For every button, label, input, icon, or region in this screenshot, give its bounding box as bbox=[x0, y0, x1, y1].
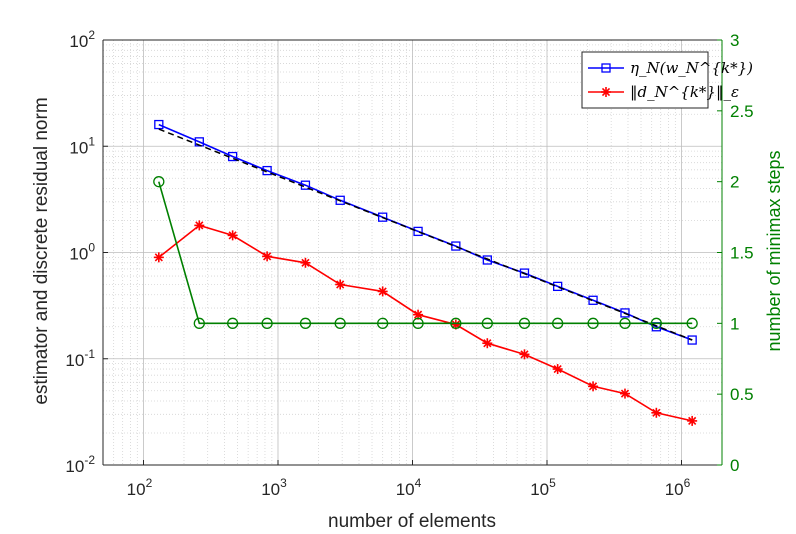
x-axis-label: number of elements bbox=[328, 511, 496, 532]
data-point bbox=[651, 407, 662, 418]
x-tick-base: 10 bbox=[530, 480, 549, 499]
data-point bbox=[378, 212, 388, 222]
data-point bbox=[687, 415, 698, 426]
x-tick-label: 104 bbox=[396, 476, 422, 499]
y-tick-base: 10 bbox=[69, 138, 88, 157]
data-point bbox=[153, 252, 164, 263]
x-tick-base: 10 bbox=[396, 480, 415, 499]
y-tick-base: 10 bbox=[65, 351, 84, 370]
y-axis-left-label: estimator and discrete residual norm bbox=[31, 97, 52, 404]
data-point bbox=[619, 388, 630, 399]
x-tick-label: 106 bbox=[665, 476, 691, 499]
data-point bbox=[300, 257, 311, 268]
y-right-tick-label: 0 bbox=[730, 456, 739, 475]
data-point bbox=[481, 317, 493, 329]
tick-labels: 102 103 104 105 10610-210-110010110200.511.5… bbox=[65, 28, 753, 499]
data-point bbox=[650, 317, 662, 329]
y-left-tick-label: 10-2 bbox=[65, 453, 95, 476]
y-right-tick-label: 2.5 bbox=[730, 102, 754, 121]
series-line-3 bbox=[158, 181, 693, 325]
data-point bbox=[261, 317, 273, 329]
legend-box bbox=[581, 51, 709, 109]
y-left-tick-label: 10-1 bbox=[65, 347, 95, 370]
data-point bbox=[262, 251, 273, 262]
x-tick-exponent: 6 bbox=[684, 476, 691, 490]
major-grid bbox=[103, 40, 722, 465]
y-right-tick-label: 0.5 bbox=[730, 385, 754, 404]
y-tick-base: 10 bbox=[65, 457, 84, 476]
data-point bbox=[518, 317, 531, 329]
data-point bbox=[412, 317, 424, 329]
data-point bbox=[588, 295, 598, 305]
y-left-tick-label: 101 bbox=[69, 134, 95, 157]
data-point bbox=[451, 241, 461, 251]
y-left-tick-label: 102 bbox=[69, 28, 95, 51]
series-layer bbox=[153, 119, 698, 426]
legend: η_N(w_N^{k*}) ‖d_N^{k*}‖_ε bbox=[581, 51, 753, 109]
y-axis-right-label: number of minimax steps bbox=[764, 150, 784, 351]
x-tick-base: 10 bbox=[261, 480, 280, 499]
data-point bbox=[334, 317, 346, 329]
data-point bbox=[620, 308, 630, 318]
x-tick-exponent: 4 bbox=[415, 476, 422, 490]
y-tick-base: 10 bbox=[69, 245, 88, 264]
data-point bbox=[450, 317, 462, 329]
data-point bbox=[194, 220, 205, 231]
legend-label-0: η_N(w_N^{k*}) bbox=[630, 59, 753, 77]
x-tick-exponent: 5 bbox=[549, 476, 556, 490]
y-right-tick-label: 3 bbox=[730, 31, 739, 50]
legend-marker-asterisk bbox=[601, 87, 611, 97]
data-point bbox=[227, 230, 238, 241]
data-point bbox=[377, 317, 389, 329]
data-point bbox=[587, 317, 599, 329]
data-point bbox=[299, 317, 312, 329]
legend-marker-square bbox=[601, 63, 611, 73]
data-point bbox=[377, 286, 388, 297]
data-point bbox=[335, 195, 345, 205]
data-point bbox=[482, 255, 492, 265]
data-point bbox=[482, 338, 493, 349]
x-tick-exponent: 3 bbox=[280, 476, 287, 490]
y-tick-exponent: -1 bbox=[84, 347, 95, 361]
x-tick-label: 105 bbox=[530, 476, 556, 499]
data-point bbox=[153, 176, 165, 188]
axes bbox=[102, 39, 723, 466]
x-tick-label: 102 bbox=[127, 476, 153, 499]
data-point bbox=[553, 281, 563, 292]
data-point bbox=[686, 317, 698, 329]
data-point bbox=[154, 119, 164, 130]
y-left-tick-label: 100 bbox=[69, 241, 95, 264]
x-tick-exponent: 2 bbox=[146, 476, 153, 490]
x-tick-base: 10 bbox=[127, 480, 146, 499]
y-tick-exponent: -2 bbox=[84, 453, 95, 467]
y-tick-exponent: 1 bbox=[88, 134, 95, 148]
data-point bbox=[519, 268, 530, 278]
data-point bbox=[193, 317, 205, 329]
y-tick-exponent: 0 bbox=[88, 241, 95, 255]
data-point bbox=[552, 317, 564, 329]
y-tick-base: 10 bbox=[69, 32, 88, 51]
x-tick-label: 103 bbox=[261, 476, 287, 499]
y-right-tick-label: 2 bbox=[730, 173, 739, 192]
x-tick-base: 10 bbox=[665, 480, 684, 499]
data-point bbox=[413, 226, 423, 237]
series-line-2 bbox=[158, 128, 693, 341]
y-tick-exponent: 2 bbox=[88, 28, 95, 42]
data-point bbox=[552, 364, 563, 375]
legend-label-1: ‖d_N^{k*}‖_ε bbox=[630, 83, 739, 101]
data-point bbox=[687, 335, 697, 345]
y-right-tick-label: 1 bbox=[730, 314, 739, 333]
data-point bbox=[588, 381, 599, 392]
series-line-1 bbox=[158, 224, 693, 422]
data-point bbox=[226, 317, 239, 329]
y-right-tick-label: 1.5 bbox=[730, 244, 754, 263]
data-point bbox=[619, 317, 631, 329]
data-point bbox=[519, 349, 530, 360]
data-point bbox=[335, 279, 346, 290]
